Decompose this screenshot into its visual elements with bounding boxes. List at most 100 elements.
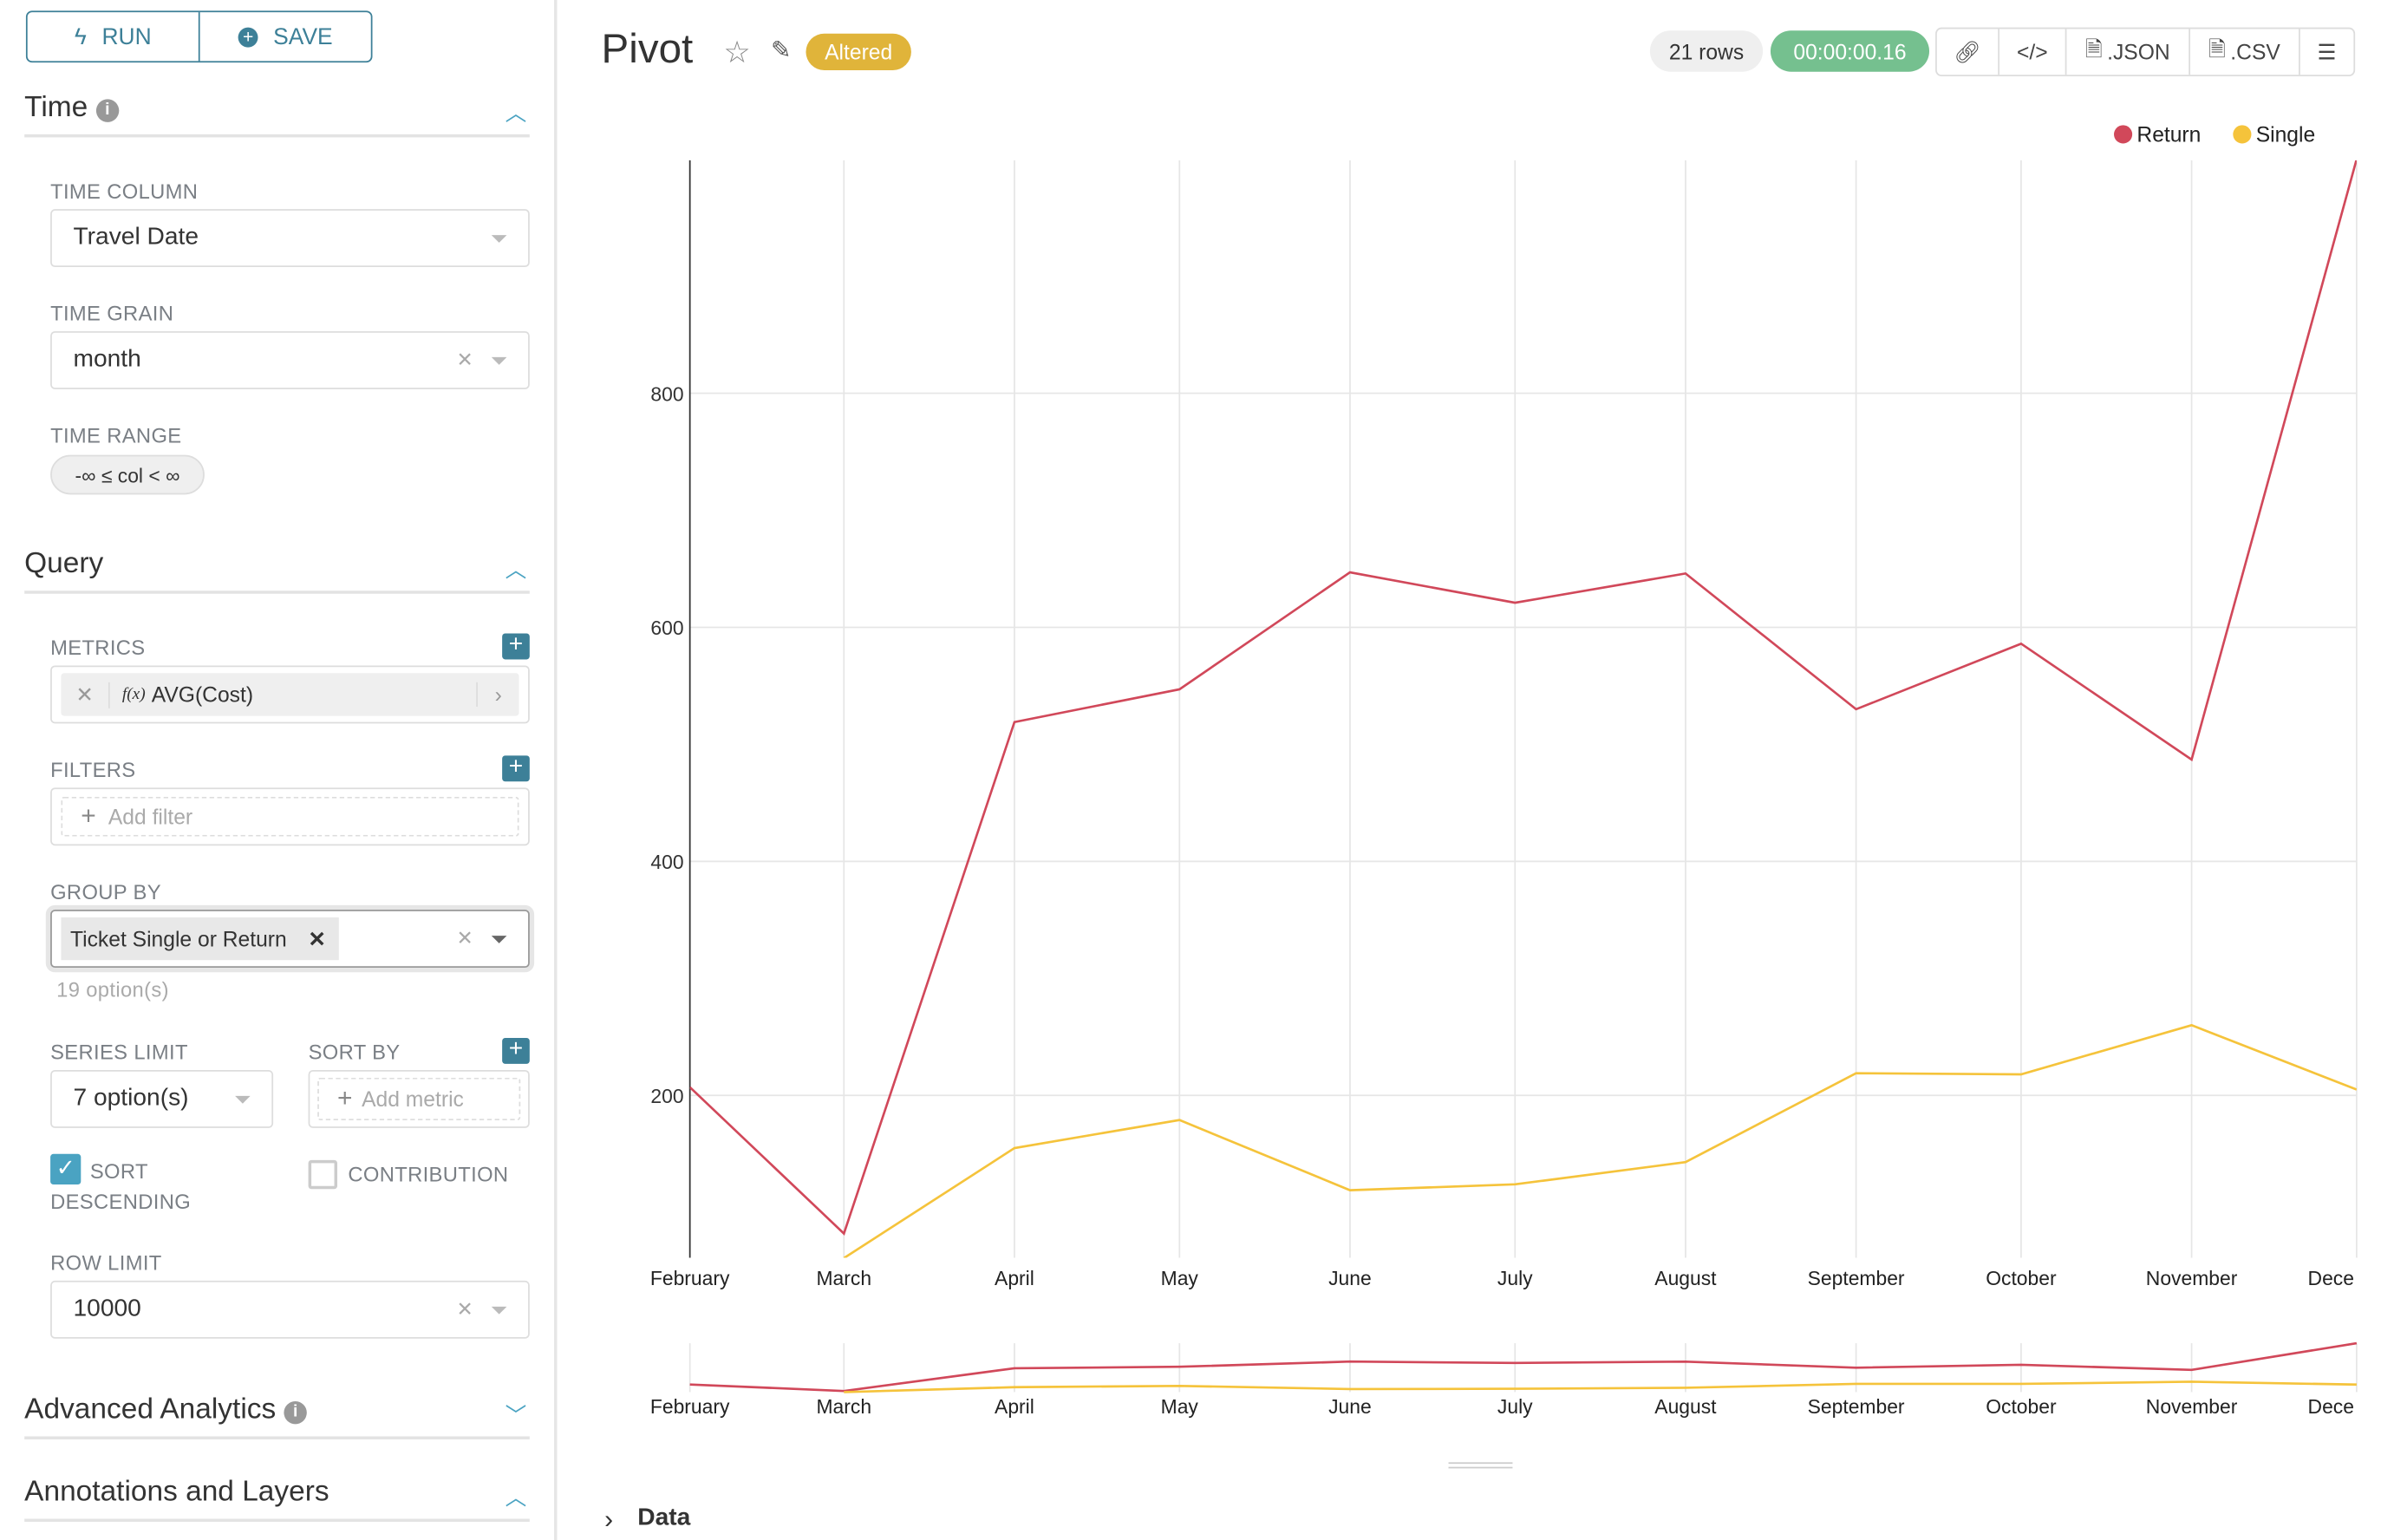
star-icon[interactable]: ☆ — [723, 36, 751, 70]
plus-circle-icon: + — [238, 26, 258, 47]
x-tick-label: November — [2146, 1395, 2238, 1418]
sort-by-field — [308, 1069, 530, 1128]
metrics-label: METRICS — [50, 636, 146, 660]
run-save-group: ϟ RUN + SAVE — [25, 10, 373, 63]
chevron-right-icon[interactable]: › — [476, 682, 519, 708]
link-button[interactable]: 🔗︎ — [1937, 29, 1999, 75]
run-button[interactable]: ϟ RUN — [28, 12, 200, 62]
x-tick-label: June — [1328, 1267, 1372, 1289]
time-column-label: TIME COLUMN — [50, 179, 199, 204]
mini-series-line-return — [689, 1341, 2358, 1393]
y-tick-label: 600 — [650, 617, 683, 639]
caret-down-icon — [491, 235, 507, 243]
clear-icon[interactable]: ✕ — [456, 348, 473, 371]
add-filter-plus-button[interactable]: + — [502, 754, 530, 782]
menu-button[interactable]: ☰ — [2300, 29, 2354, 75]
x-tick-label: Dece — [2308, 1267, 2354, 1289]
control-panel: ϟ RUN + SAVE Time i ︿ TIME COLUMN Travel Da… — [0, 0, 558, 1540]
sort-descending-label: SORT DESCENDING — [50, 1159, 192, 1214]
time-range-pill[interactable]: -∞ ≤ col < ∞ — [50, 454, 205, 495]
x-tick-label: November — [2146, 1267, 2238, 1289]
file-icon: 🗎 — [2208, 36, 2227, 62]
chevron-up-icon[interactable]: ︿ — [505, 101, 527, 126]
sort-descending-checkbox[interactable]: ✓ — [50, 1153, 82, 1184]
caret-down-icon — [491, 936, 507, 943]
caret-down-icon — [491, 356, 507, 365]
contribution-label: CONTRIBUTION — [348, 1163, 509, 1186]
sort-by-label: SORT BY — [308, 1041, 401, 1064]
add-filter-button[interactable]: + Add filter — [61, 796, 519, 837]
x-tick-label: March — [817, 1267, 872, 1289]
x-tick-label: May — [1161, 1395, 1199, 1418]
x-tick-label: Dece — [2308, 1395, 2354, 1418]
metric-tag[interactable]: ✕ f(x) AVG(Cost) › — [61, 673, 519, 716]
remove-tag-icon[interactable]: ✕ — [308, 925, 327, 950]
function-icon: f(x) — [121, 685, 146, 704]
clear-icon[interactable]: ✕ — [456, 1297, 473, 1321]
row-limit-label: ROW LIMIT — [50, 1251, 162, 1275]
time-grain-label: TIME GRAIN — [50, 302, 174, 325]
x-tick-label: June — [1328, 1395, 1372, 1418]
row-limit-select[interactable]: 10000 ✕ — [50, 1280, 530, 1339]
legend-label: Return — [2136, 124, 2201, 147]
link-icon: 🔗︎ — [1954, 38, 1981, 64]
hamburger-icon: ☰ — [2317, 38, 2337, 64]
plus-icon: + — [81, 801, 96, 831]
chevron-up-icon[interactable]: ︿ — [505, 557, 527, 582]
group-by-tag: Ticket Single or Return ✕ — [61, 917, 339, 961]
y-tick-label: 200 — [650, 1085, 683, 1107]
x-tick-label: February — [650, 1267, 730, 1289]
add-metric-plus-button[interactable]: + — [502, 633, 530, 660]
file-code-icon: 🗎 — [2085, 36, 2103, 62]
y-tick-label: 400 — [650, 851, 683, 873]
x-tick-label: February — [650, 1395, 730, 1418]
x-tick-label: October — [1986, 1267, 2057, 1289]
clear-icon[interactable]: ✕ — [456, 926, 473, 949]
contribution-checkbox[interactable] — [308, 1159, 338, 1190]
x-tick-label: July — [1497, 1395, 1533, 1418]
x-tick-label: May — [1161, 1267, 1199, 1289]
timer-badge: 00:00:00.16 — [1770, 30, 1930, 72]
caret-down-icon — [235, 1095, 251, 1104]
save-button[interactable]: + SAVE — [200, 12, 371, 61]
x-tick-label: March — [817, 1395, 872, 1418]
chevron-up-icon[interactable]: ︿ — [505, 1485, 527, 1510]
x-tick-label: April — [995, 1267, 1034, 1289]
chevron-down-icon[interactable]: ﹀ — [505, 1402, 527, 1427]
time-column-select[interactable]: Travel Date — [50, 209, 530, 268]
plus-icon: + — [337, 1083, 353, 1113]
group-by-label: GROUP BY — [50, 880, 161, 904]
section-advanced-analytics[interactable]: Advanced Analytics i ﹀ — [24, 1393, 530, 1439]
resize-handle[interactable] — [1448, 1462, 1513, 1469]
group-by-select[interactable]: Ticket Single or Return ✕ ✕ — [50, 910, 530, 969]
section-time[interactable]: Time i ︿ — [24, 92, 530, 138]
metrics-field: ✕ f(x) AVG(Cost) › — [50, 665, 530, 724]
row-count-badge: 21 rows — [1649, 30, 1764, 72]
x-tick-label: April — [995, 1395, 1034, 1418]
altered-badge[interactable]: Altered — [806, 33, 911, 70]
export-json-button[interactable]: 🗎 .JSON — [2066, 29, 2191, 75]
edit-icon[interactable]: ✎ — [770, 38, 792, 64]
x-tick-label: October — [1986, 1395, 2057, 1418]
x-tick-label: July — [1497, 1267, 1533, 1289]
add-metric-button[interactable]: + Add metric — [317, 1077, 521, 1121]
chevron-right-icon: › — [604, 1504, 614, 1535]
section-annotations[interactable]: Annotations and Layers ︿ — [24, 1476, 530, 1523]
mini-series-line-single — [844, 1380, 2357, 1393]
series-line-single — [843, 1023, 2357, 1258]
series-limit-label: SERIES LIMIT — [50, 1041, 188, 1064]
time-grain-select[interactable]: month ✕ — [50, 330, 530, 389]
section-query[interactable]: Query ︿ — [24, 548, 530, 594]
time-range-label: TIME RANGE — [50, 424, 182, 447]
info-icon: i — [95, 99, 119, 122]
series-limit-select[interactable]: 7 option(s) — [50, 1069, 274, 1128]
export-csv-button[interactable]: 🗎 .CSV — [2190, 29, 2300, 75]
x-tick-label: August — [1654, 1267, 1717, 1289]
x-tick-label: September — [1808, 1395, 1905, 1418]
legend-label: Single — [2256, 124, 2315, 147]
remove-icon[interactable]: ✕ — [61, 681, 110, 708]
embed-button[interactable]: </> — [1999, 29, 2067, 75]
add-sort-plus-button[interactable]: + — [502, 1037, 530, 1064]
data-section-toggle[interactable]: › Data — [604, 1504, 691, 1535]
